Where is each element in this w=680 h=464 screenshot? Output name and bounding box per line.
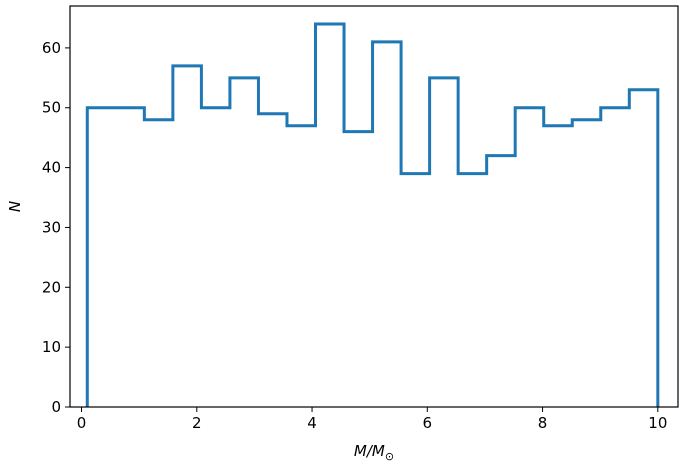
y-tick-label: 20 [42, 278, 61, 296]
y-axis-ticks: 0 10 20 30 40 50 60 [42, 39, 70, 416]
axes-frame [69, 5, 679, 408]
x-axis-label-main: M/M [354, 442, 385, 460]
plot-area [85, 22, 660, 407]
x-tick-label: 6 [423, 414, 433, 432]
y-tick-label: 40 [42, 159, 61, 177]
x-tick-label: 2 [192, 414, 202, 432]
y-tick-label: 50 [42, 99, 61, 117]
histogram-step-line [85, 22, 660, 407]
x-axis-label-subscript: ⊙ [385, 450, 394, 463]
y-tick-label: 10 [42, 338, 61, 356]
y-tick-label: 30 [42, 218, 61, 236]
x-axis-ticks: 0 2 4 6 8 10 [77, 407, 667, 432]
x-tick-label: 8 [538, 414, 548, 432]
y-tick-label: 0 [51, 398, 61, 416]
x-tick-label: 0 [77, 414, 87, 432]
y-axis-label: N [6, 201, 24, 212]
y-tick-label: 60 [42, 39, 61, 57]
x-tick-label: 4 [307, 414, 317, 432]
x-axis-label: M/M⊙ [354, 442, 394, 463]
x-tick-label: 10 [648, 414, 667, 432]
